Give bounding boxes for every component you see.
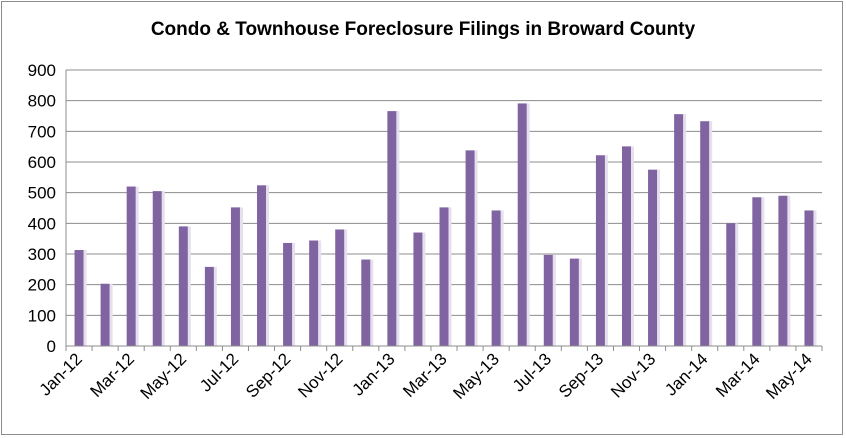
- y-tick-label: 900: [28, 61, 56, 80]
- x-tick-label: Mar-14: [712, 349, 764, 401]
- bar: [752, 197, 762, 346]
- chart-title: Condo & Townhouse Foreclosure Filings in…: [150, 19, 696, 40]
- bar-highlight: [735, 223, 739, 346]
- y-axis-tick-labels: 0 100 200 300 400 500 600 700 800 900: [28, 61, 56, 356]
- y-tick-label: 0: [47, 337, 56, 356]
- x-tick-label: Sep-12: [242, 349, 294, 401]
- x-tick-label: Nov-12: [294, 349, 346, 401]
- bar-highlight: [239, 207, 243, 346]
- x-tick-label: Mar-13: [399, 349, 451, 401]
- bar: [439, 207, 449, 346]
- bar-highlight: [474, 150, 478, 346]
- bar-highlight: [187, 226, 191, 346]
- bar-highlight: [448, 207, 452, 346]
- bar: [543, 254, 553, 346]
- bar: [595, 155, 605, 346]
- bar-highlight: [813, 210, 817, 346]
- bar-highlight: [526, 103, 530, 346]
- bar: [178, 226, 188, 346]
- y-tick-label: 600: [28, 153, 56, 172]
- bar-highlight: [578, 258, 582, 346]
- bar-highlight: [266, 185, 270, 346]
- bar: [387, 111, 397, 347]
- bar-highlight: [396, 111, 400, 347]
- y-tick-label: 100: [28, 306, 56, 325]
- bar: [152, 191, 162, 346]
- bar-highlight: [292, 242, 296, 346]
- bar: [621, 146, 631, 346]
- x-tick-label: Jan-12: [36, 349, 86, 399]
- bar-highlight: [83, 250, 87, 346]
- bar-highlight: [370, 259, 374, 346]
- bar: [126, 186, 136, 346]
- x-tick-label: Jul-12: [196, 349, 242, 395]
- bar-highlight: [500, 210, 504, 346]
- bar: [230, 207, 240, 346]
- bar-highlight: [787, 195, 791, 346]
- x-tick-label: Nov-13: [607, 349, 659, 401]
- bar: [700, 121, 710, 346]
- bar: [204, 266, 214, 346]
- y-tick-label: 300: [28, 245, 56, 264]
- bar: [726, 223, 736, 346]
- bar: [100, 283, 110, 346]
- bar-highlight: [135, 186, 139, 346]
- bar-highlight: [161, 191, 165, 346]
- bar-highlight: [109, 283, 113, 346]
- bar-highlight: [709, 121, 713, 346]
- y-tick-label: 700: [28, 122, 56, 141]
- bar-highlight: [683, 114, 687, 346]
- bar: [283, 242, 293, 346]
- bar: [309, 240, 319, 346]
- bar: [413, 232, 423, 346]
- bar: [465, 150, 475, 346]
- y-tick-label: 200: [28, 276, 56, 295]
- bar: [517, 103, 527, 346]
- bar-highlight: [344, 229, 348, 346]
- bar: [257, 185, 267, 346]
- y-tick-label: 500: [28, 184, 56, 203]
- bar-highlight: [604, 155, 608, 346]
- bar: [674, 114, 684, 346]
- bar: [361, 259, 371, 346]
- bar-highlight: [318, 240, 322, 346]
- bar: [648, 169, 658, 346]
- x-tick-label: Jan-14: [661, 349, 711, 399]
- bar: [778, 195, 788, 346]
- bar: [74, 250, 84, 346]
- bar: [569, 258, 579, 346]
- bar-highlight: [761, 197, 765, 346]
- y-tick-label: 800: [28, 92, 56, 111]
- bar-highlight: [657, 169, 661, 346]
- x-tick-label: May-12: [137, 349, 191, 403]
- bar: [804, 210, 814, 346]
- bars: [74, 103, 817, 347]
- axes: [65, 70, 823, 351]
- bar-highlight: [630, 146, 634, 346]
- bar-highlight: [213, 266, 217, 346]
- bar-highlight: [422, 232, 426, 346]
- x-tick-label: May-13: [449, 349, 503, 403]
- x-tick-label: Jan-13: [348, 349, 398, 399]
- x-tick-label: Jul-13: [509, 349, 555, 395]
- bar: [335, 229, 345, 346]
- bar: [491, 210, 501, 346]
- y-tick-label: 400: [28, 214, 56, 233]
- x-tick-label: May-14: [762, 349, 816, 403]
- x-tick-label: Sep-13: [555, 349, 607, 401]
- x-tick-label: Mar-12: [86, 349, 138, 401]
- bar-highlight: [552, 254, 556, 346]
